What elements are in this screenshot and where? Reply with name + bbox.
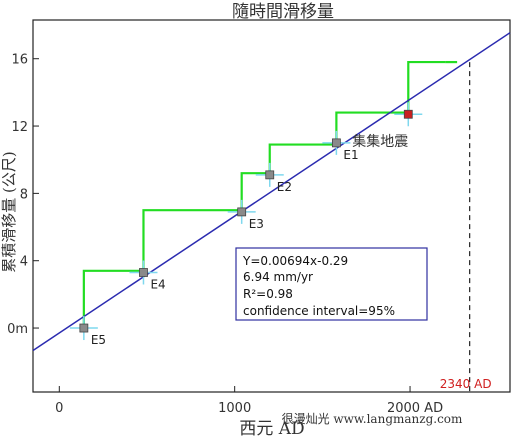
y-axis-label: 累積滑移量 (公尺)	[0, 151, 18, 272]
stats-box-frame	[235, 247, 428, 321]
x-axis-ticks: 0 1000 2000 AD	[55, 386, 443, 416]
x-tick-label: 2000 AD	[387, 401, 443, 416]
event-marker	[331, 138, 341, 148]
event-marker	[139, 268, 148, 277]
y-axis-ticks: 0m 4 8 12 16	[7, 53, 39, 337]
event-marker	[79, 323, 89, 333]
regression-line	[32, 32, 511, 352]
x-tick-label: 1000	[218, 401, 251, 416]
y-tick-label: 16	[11, 53, 28, 68]
event-label: E1	[343, 148, 358, 162]
stats-line-rate: 6.94 mm/yr	[243, 270, 313, 284]
event-marker	[265, 170, 275, 180]
event-label: E2	[277, 180, 292, 194]
chart-title: 隨時間滑移量	[232, 2, 334, 22]
stats-line-equation: Y=0.00694x-0.29	[242, 254, 348, 268]
event-label: E3	[249, 217, 264, 231]
stats-box: Y=0.00694x-0.29 6.94 mm/yr R²=0.98 confi…	[235, 247, 428, 321]
y-tick-label: 4	[20, 255, 28, 270]
stats-line-confidence: confidence interval=95%	[243, 304, 395, 318]
stats-line-r2: R²=0.98	[243, 287, 293, 301]
event-marker	[403, 109, 413, 119]
event-label: E5	[91, 333, 106, 347]
y-tick-label: 0m	[7, 322, 28, 337]
watermark: 很漫灿光 www.langmanzg.com	[282, 412, 463, 426]
event-label: E4	[150, 277, 165, 291]
future-event-label: 2340 AD	[440, 377, 492, 391]
chichi-earthquake-annotation: 集集地震	[352, 133, 408, 150]
y-tick-label: 8	[20, 187, 28, 202]
event-marker	[237, 207, 247, 217]
x-tick-label: 0	[55, 401, 63, 416]
plot-frame	[32, 19, 511, 393]
y-tick-label: 12	[11, 120, 28, 135]
x-axis-label: 西元 AD	[239, 419, 304, 438]
